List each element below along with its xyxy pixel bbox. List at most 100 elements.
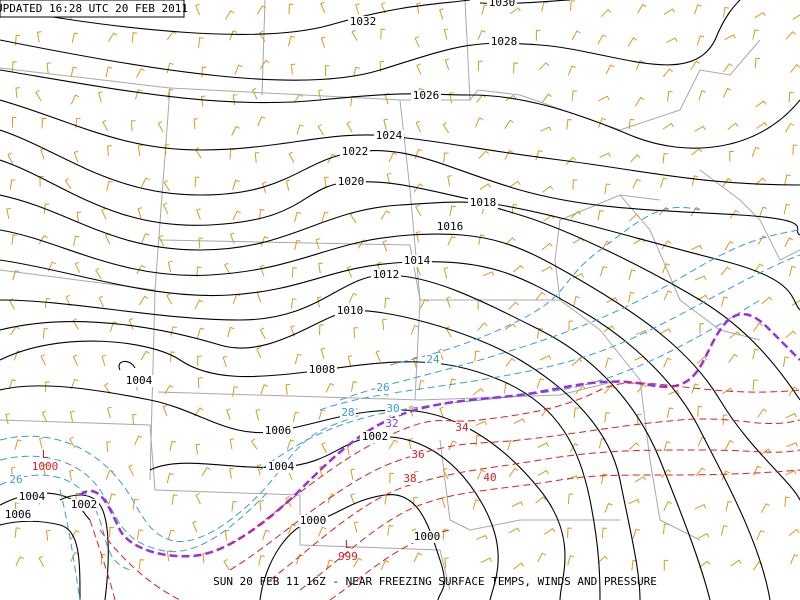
wind-barb (604, 183, 611, 194)
wind-barb (192, 520, 198, 533)
wind-barb (662, 263, 671, 274)
wind-barb (604, 357, 613, 368)
wind-barb (722, 414, 728, 426)
label-bg (435, 221, 465, 233)
wind-barb (477, 322, 488, 331)
wind-barb (197, 355, 202, 367)
label-bg (410, 449, 426, 461)
wind-barb (201, 466, 211, 477)
wind-barb (12, 270, 20, 281)
label-bg (263, 425, 293, 437)
wind-barb (222, 355, 228, 368)
wind-barb (256, 5, 267, 15)
wind-barb (320, 36, 326, 48)
wind-barb (636, 383, 647, 393)
labels: 1032 1030 1028 1026 1024 1022 1020 1018 1016 1014… (3, 0, 519, 563)
wind-barb (721, 387, 734, 395)
label-bg (489, 36, 519, 48)
wind-barb (628, 442, 640, 451)
wind-barb (507, 439, 515, 451)
wind-barb (294, 211, 302, 223)
wind-barb (382, 318, 387, 330)
wind-barb (229, 232, 235, 244)
wind-barb (569, 442, 579, 453)
wind-barb (752, 348, 760, 360)
label-bg (454, 422, 470, 434)
wind-barb (599, 152, 611, 158)
wind-barb (410, 324, 419, 335)
wind-barb (478, 234, 485, 245)
wind-barb (194, 299, 204, 310)
wind-barb (508, 467, 519, 477)
wind-barb (695, 467, 706, 477)
wind-barb (757, 408, 767, 418)
wind-barb (509, 7, 521, 15)
wind-barb (382, 240, 388, 252)
wind-barb (136, 529, 144, 540)
wind-barb (193, 118, 199, 130)
label-bg (124, 375, 154, 387)
wind-barb (442, 467, 449, 480)
wind-barb (196, 266, 202, 278)
wind-barb (416, 231, 421, 243)
wind-barb (597, 555, 608, 564)
wind-barb (449, 205, 456, 216)
label-bg (266, 461, 296, 473)
wind-barb (601, 527, 608, 539)
wind-barb (442, 529, 448, 540)
wind-barb (41, 117, 47, 129)
wind-barb (350, 493, 355, 505)
isobar-label: 1002 (362, 430, 389, 443)
wind-barb (444, 557, 449, 569)
wind-barb (75, 117, 81, 129)
wind-barb (166, 293, 173, 305)
wind-barb (513, 418, 526, 424)
wind-barb (667, 90, 673, 102)
wind-barb (604, 502, 613, 513)
wind-barb (70, 94, 80, 105)
isobar-label: 1000 (414, 530, 441, 543)
wind-barb (475, 117, 484, 128)
wind-barb (318, 526, 327, 537)
wind-barb (600, 8, 612, 18)
wind-barb (505, 237, 516, 246)
label-bg (348, 16, 378, 28)
label-bg (384, 418, 400, 430)
isobar-label: 1026 (413, 89, 440, 102)
wind-barb (8, 378, 17, 390)
wind-barb (294, 239, 301, 251)
wind-barb (480, 557, 493, 564)
wind-barb (536, 378, 545, 389)
wind-barb (197, 377, 203, 389)
wind-barb (541, 93, 552, 103)
wind-barb (754, 57, 761, 69)
wind-barb (196, 208, 201, 220)
wind-barb (141, 232, 150, 243)
wind-barb (251, 87, 258, 100)
wind-barb (571, 90, 578, 101)
wind-barb (106, 180, 113, 192)
wind-barb (137, 207, 143, 219)
wind-barb (132, 498, 139, 510)
wind-barb (413, 356, 418, 368)
wind-barb (70, 378, 79, 389)
wind-barb (785, 470, 797, 476)
wind-barb (597, 117, 607, 128)
wind-barb (698, 90, 706, 101)
isobar-label: 1012 (373, 268, 400, 281)
wind-barb (353, 557, 363, 568)
wind-barb (141, 177, 150, 188)
wind-barb (325, 382, 335, 393)
wind-barb (630, 154, 641, 163)
wind-barb (227, 326, 235, 338)
label-bg (17, 491, 47, 503)
wind-barb (254, 152, 260, 163)
isobar-label: 1004 (19, 490, 46, 503)
wind-barb (447, 175, 452, 187)
wind-barb (262, 529, 270, 541)
wind-barb (443, 152, 449, 164)
wind-barb (756, 121, 768, 129)
wind-barb (107, 32, 118, 42)
wind-barb (294, 353, 302, 365)
wind-barb (288, 3, 294, 15)
